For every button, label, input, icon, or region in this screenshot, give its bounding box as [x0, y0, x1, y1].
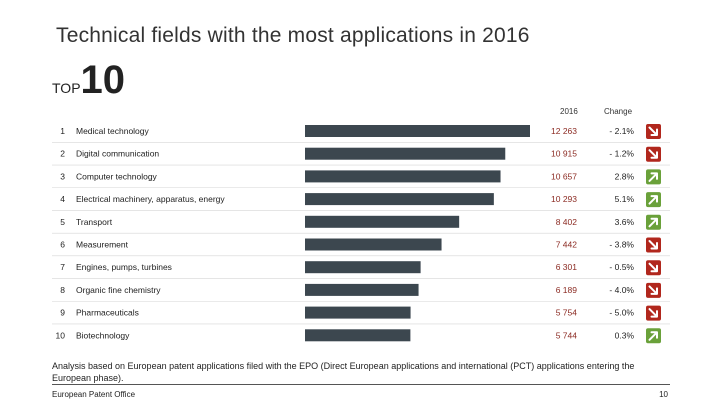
change-label: - 1.2%	[609, 149, 634, 159]
bar	[305, 170, 501, 183]
footer-organization: European Patent Office	[52, 390, 136, 399]
rank-label: 6	[60, 240, 65, 250]
change-label: 0.3%	[615, 330, 635, 340]
value-label: 10 293	[551, 194, 577, 204]
category-label: Pharmaceuticals	[76, 308, 139, 318]
arrow-up-right-icon	[648, 217, 658, 228]
rank-label: 10	[56, 330, 66, 340]
rank-label: 9	[60, 308, 65, 318]
category-label: Measurement	[76, 240, 129, 250]
change-label: 3.6%	[615, 217, 635, 227]
top-ten-label: TOP10	[52, 60, 125, 100]
category-label: Electrical machinery, apparatus, energy	[76, 194, 225, 204]
arrow-down-right-icon	[648, 126, 658, 136]
value-label: 6 189	[556, 285, 578, 295]
arrow-down-right-icon	[648, 149, 658, 159]
change-label: - 4.0%	[609, 285, 634, 295]
bar	[305, 329, 411, 342]
bar	[305, 147, 506, 160]
rank-label: 2	[60, 149, 65, 159]
change-label: - 5.0%	[609, 308, 634, 318]
change-label: 2.8%	[615, 171, 635, 181]
category-label: Organic fine chemistry	[76, 285, 161, 295]
arrow-up-right-icon	[648, 172, 658, 182]
arrow-down-right-icon	[648, 240, 658, 250]
change-label: - 3.8%	[609, 240, 634, 250]
arrow-down-right-icon	[648, 285, 658, 295]
bar	[305, 193, 494, 206]
category-label: Digital communication	[76, 149, 159, 159]
bar	[305, 306, 411, 319]
value-label: 10 657	[551, 171, 577, 181]
category-label: Computer technology	[76, 171, 158, 181]
page-title: Technical fields with the most applicati…	[56, 24, 530, 47]
bar	[305, 238, 442, 251]
bar	[305, 215, 460, 228]
value-label: 5 754	[556, 308, 578, 318]
rank-label: 1	[60, 126, 65, 136]
top-label-big: 10	[80, 58, 126, 102]
arrow-down-right-icon	[648, 262, 658, 273]
change-label: - 2.1%	[609, 126, 634, 136]
value-label: 5 744	[556, 330, 578, 340]
change-label: - 0.5%	[609, 262, 634, 272]
arrow-up-right-icon	[648, 331, 658, 341]
column-header-change: Change	[604, 107, 633, 116]
rank-label: 4	[60, 194, 65, 204]
rank-label: 8	[60, 285, 65, 295]
page-number: 10	[659, 390, 668, 399]
rank-label: 5	[60, 217, 65, 227]
footnote: Analysis based on European patent applic…	[52, 361, 635, 383]
top-label-small: TOP	[52, 80, 81, 96]
category-label: Medical technology	[76, 126, 150, 136]
value-label: 10 915	[551, 149, 577, 159]
category-label: Biotechnology	[76, 330, 130, 340]
rank-label: 7	[60, 262, 65, 272]
category-label: Engines, pumps, turbines	[76, 262, 172, 272]
rank-label: 3	[60, 171, 65, 181]
change-label: 5.1%	[615, 194, 635, 204]
arrow-down-right-icon	[648, 308, 658, 318]
value-label: 6 301	[556, 262, 578, 272]
value-label: 8 402	[556, 217, 578, 227]
bar	[305, 261, 421, 274]
footer-divider	[52, 384, 670, 385]
value-label: 7 442	[556, 240, 578, 250]
value-label: 12 263	[551, 126, 577, 136]
arrow-up-right-icon	[648, 195, 658, 205]
bar	[305, 125, 530, 137]
column-header-year: 2016	[560, 107, 578, 116]
bar	[305, 283, 419, 296]
category-label: Transport	[76, 217, 113, 227]
